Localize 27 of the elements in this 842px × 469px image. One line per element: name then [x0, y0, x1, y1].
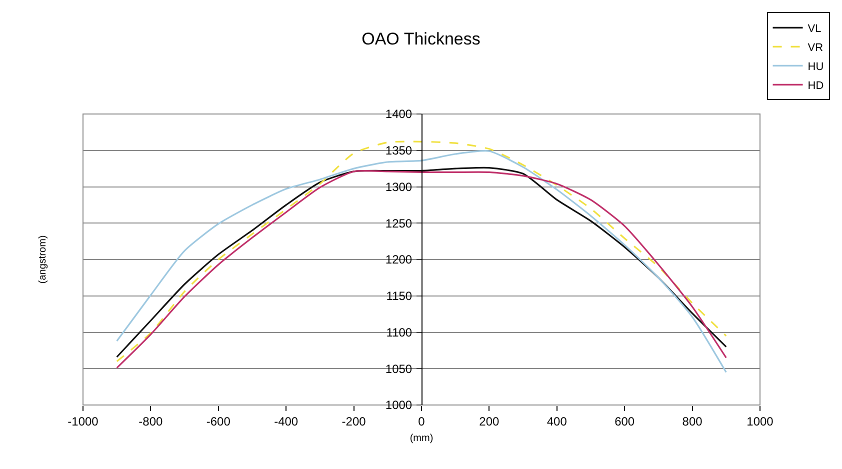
legend-label: HD	[808, 80, 824, 92]
chart-title: OAO Thickness	[362, 30, 480, 49]
x-tick-label: -400	[274, 414, 298, 428]
x-tick-label: 600	[614, 414, 635, 428]
x-tick-label: -600	[206, 414, 231, 428]
x-tick-label: 0	[418, 414, 426, 428]
legend-label: VL	[808, 22, 822, 35]
x-tick-label: -1000	[68, 414, 99, 428]
y-tick-label: 1400	[385, 107, 412, 122]
y-axis-title: (angstrom)	[38, 235, 49, 284]
y-tick-label: 1000	[385, 398, 412, 412]
x-tick-label: -800	[138, 414, 164, 428]
y-tick-label: 1200	[385, 252, 412, 267]
x-tick-label: 400	[546, 414, 568, 428]
y-tick-label: 1100	[386, 325, 412, 340]
y-tick-label: 1150	[386, 289, 412, 304]
x-axis-title: (mm)	[410, 432, 434, 444]
x-tick-label: -200	[342, 414, 366, 428]
y-tick-label: 1300	[385, 180, 412, 194]
x-tick-label: 800	[682, 414, 703, 428]
legend-label: HU	[808, 60, 824, 73]
x-tick-label: 200	[479, 414, 500, 428]
y-tick-label: 1050	[385, 362, 412, 376]
y-tick-label: 1250	[385, 216, 412, 230]
legend-label: VR	[808, 42, 824, 54]
x-tick-label: 1000	[746, 414, 774, 428]
y-tick-label: 1350	[385, 144, 412, 158]
